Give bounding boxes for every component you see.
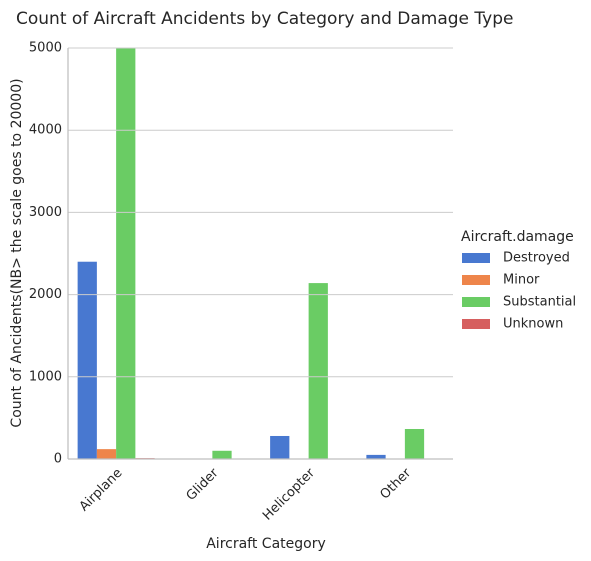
bar [212,450,232,459]
x-axis-label: Aircraft Category [206,536,326,552]
x-tick-label: Other [377,465,414,502]
plot-area [77,48,425,459]
legend-label: Substantial [503,295,576,310]
x-tick-label: Helicopter [260,465,318,523]
legend-label: Unknown [503,317,563,332]
x-tick-label: Airplane [77,466,126,515]
bar [77,261,97,459]
legend-swatch [462,297,490,307]
legend-label: Destroyed [503,251,570,266]
bar [404,428,425,459]
bar [308,283,328,459]
y-axis-label: Count of Ancidents(NB> the scale goes to… [9,78,25,427]
y-tick-label: 3000 [29,205,62,220]
y-tick-label: 1000 [29,369,62,384]
y-tick-label: 2000 [29,287,62,302]
x-tick-label: Glider [184,465,223,504]
y-tick-label: 0 [54,452,62,467]
bar [270,435,290,459]
chart-title: Count of Aircraft Ancidents by Category … [16,9,513,29]
legend-label: Minor [503,273,540,288]
bar [366,454,386,459]
legend-swatch [462,253,490,263]
bar [96,449,117,459]
legend-title: Aircraft.damage [461,229,574,245]
legend-swatch [462,319,490,329]
y-tick-label: 4000 [29,123,62,138]
y-tick-label: 5000 [29,41,62,56]
bar [116,48,136,459]
legend-swatch [462,275,490,285]
